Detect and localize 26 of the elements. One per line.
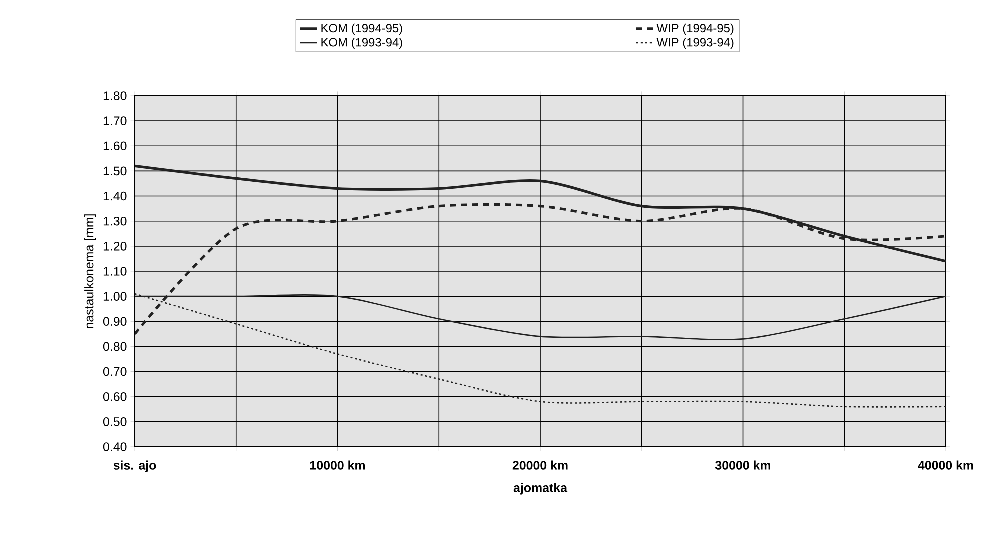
- y-tick-label: 0.60: [103, 392, 127, 402]
- y-tick-label: 0.40: [103, 442, 127, 452]
- y-tick-label: 1.30: [104, 216, 127, 226]
- y-tick-label: 1.70: [104, 116, 127, 126]
- y-tick-label: 0.80: [103, 342, 127, 352]
- legend-label: WIP (1994-95): [656, 24, 734, 35]
- y-tick-label: 1.20: [104, 242, 127, 251]
- y-tick-label: 1.10: [104, 267, 127, 276]
- x-tick-label: 20000 km: [512, 460, 568, 470]
- x-tick-label: 10000 km: [310, 460, 365, 470]
- y-tick-label: 1.50: [104, 166, 127, 176]
- x-axis-title: ajomatka: [514, 483, 568, 495]
- legend-label: WIP (1993-94): [656, 38, 734, 50]
- x-tick-label: 30000 km: [715, 460, 770, 470]
- y-tick-label: 1.40: [104, 192, 127, 201]
- y-tick-label: 1.00: [104, 292, 127, 301]
- x-tick-label: sis. ajo: [114, 460, 156, 472]
- y-tick-label: 1.80: [104, 92, 127, 100]
- y-tick-label: 0.50: [103, 418, 127, 426]
- legend-label: KOM (1993-94): [322, 38, 402, 50]
- y-tick-label: 0.70: [103, 367, 127, 376]
- y-tick-label: 1.60: [104, 142, 127, 151]
- y-axis-title: nastaulkonema [mm]: [84, 214, 96, 328]
- y-tick-label: 0.90: [103, 317, 127, 326]
- legend-label: KOM (1994-95): [322, 24, 402, 35]
- x-tick-label: 40000 km: [918, 460, 974, 470]
